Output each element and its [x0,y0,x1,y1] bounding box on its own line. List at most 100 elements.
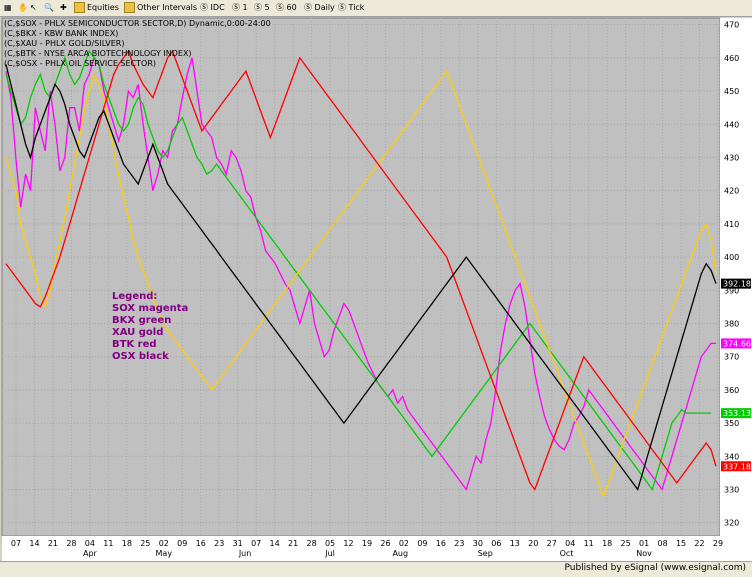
x-tick-label: 19 [362,539,372,548]
x-tick-label: 14 [29,539,39,548]
x-tick-label: 11 [103,539,113,548]
price-tag-box [721,278,751,289]
series-line [5,56,716,491]
month-label: Nov [636,549,652,558]
month-label: Jun [238,549,252,558]
x-tick-label: 26 [380,539,390,548]
chart-title-line: (C,$BTK - NYSE ARCA BIOTECHNOLOGY INDEX) [4,49,192,58]
toolbar-1-button[interactable]: Ⓢ 1 [232,3,248,12]
y-tick-label: 320 [724,519,739,528]
x-tick-label: 04 [85,539,95,548]
y-tick-label: 430 [724,153,739,162]
toolbar-daily-label: Daily [314,3,335,12]
toolbar-zoom-icon[interactable]: 🔍 [44,3,54,12]
x-tick-label: 04 [565,539,575,548]
chart-title-line: (C,$SOX - PHLX SEMICONDUCTOR SECTOR,D) D… [4,19,271,28]
y-tick-label: 410 [724,220,739,229]
x-tick-label: 09 [417,539,427,548]
x-tick-label: 16 [436,539,446,548]
x-tick-label: 05 [325,539,335,548]
toolbar-tick-button[interactable]: Ⓢ Tick [338,3,365,12]
month-label: Oct [560,549,574,558]
x-tick-label: 02 [399,539,409,548]
x-tick-label: 28 [66,539,76,548]
status-bar: Published by eSignal (www.esignal.com) [0,561,752,577]
series-line [5,64,717,491]
x-tick-label: 21 [288,539,298,548]
x-tick-label: 18 [602,539,612,548]
series-line [5,69,717,499]
chart-svg: 4704604504404304204104003903803703603503… [1,17,752,561]
y-axis-panel [720,18,752,536]
toolbar-5-button[interactable]: Ⓢ 5 [254,3,270,12]
x-tick-label: 20 [528,539,538,548]
toolbar-1-label: 1 [242,3,248,12]
x-tick-label: 25 [621,539,631,548]
x-tick-label: 29 [713,539,723,548]
chart-title-line: (C,$OSX - PHLX OIL SERVICE SECTOR) [4,59,156,68]
y-tick-label: 460 [724,54,739,63]
x-tick-label: 27 [547,539,557,548]
chart-title-line: (C,$BKX - KBW BANK INDEX) [4,29,118,38]
x-tick-label: 01 [639,539,649,548]
toolbar-crosshair-icon[interactable]: ✚ [60,3,67,12]
x-tick-label: 25 [140,539,150,548]
price-tag-label: 353.13 [723,409,751,418]
x-tick-label: 12 [343,539,353,548]
price-tag-box [721,338,751,349]
y-tick-label: 400 [724,253,739,262]
series-line [5,49,712,491]
month-label: Sep [478,549,493,558]
toolbar-60-button[interactable]: Ⓢ 60 [276,3,297,12]
x-tick-label: 31 [233,539,243,548]
series-line [5,49,717,491]
toolbar-equities-button[interactable]: Equities [74,1,119,14]
y-tick-label: 420 [724,187,739,196]
legend-entry: BKX green [112,315,171,326]
toolbar-other-intervals-button[interactable]: Other Intervals [124,1,197,14]
x-tick-label: 18 [122,539,132,548]
legend-entry: BTK red [112,339,157,350]
y-tick-label: 470 [724,21,739,30]
y-tick-label: 390 [724,286,739,295]
toolbar: ▦ ✋ ↖ 🔍 ✚ Equities Other Intervals Ⓢ IDC… [0,0,752,17]
toolbar-5-label: 5 [264,3,270,12]
month-label: Jul [324,549,335,558]
x-tick-label: 11 [584,539,594,548]
y-tick-label: 370 [724,353,739,362]
plot-area [1,17,721,537]
toolbar-daily-button[interactable]: Ⓢ Daily [304,3,335,12]
month-label: Apr [83,549,98,558]
toolbar-hand-icon[interactable]: ✋ [18,3,28,12]
toolbar-equities-label: Equities [87,3,119,12]
toolbar-idc-label: IDC [210,3,225,12]
x-tick-label: 07 [11,539,21,548]
toolbar-other-intervals-label: Other Intervals [137,3,198,12]
price-tag-label: 337.18 [723,462,751,471]
y-tick-label: 350 [724,419,739,428]
legend-entry: XAU gold [112,327,163,338]
folder-icon [124,2,135,13]
legend-entry: SOX magenta [112,303,188,314]
toolbar-grid-icon[interactable]: ▦ [4,3,12,12]
x-tick-label: 22 [694,539,704,548]
x-tick-label: 06 [491,539,501,548]
price-tag-label: 374.66 [723,339,751,348]
x-tick-label: 13 [510,539,520,548]
chart-container: 470 460 450 440 430 420 410 400 390 380 370 360 350 3… [0,16,752,564]
x-tick-label: 07 [251,539,261,548]
y-tick-label: 360 [724,386,739,395]
toolbar-cursor-icon[interactable]: ↖ [30,3,37,12]
folder-icon [74,2,85,13]
x-axis-panel [2,536,752,561]
x-tick-label: 02 [159,539,169,548]
toolbar-idc-button[interactable]: Ⓢ IDC [200,3,225,12]
y-tick-label: 340 [724,452,739,461]
y-tick-label: 450 [724,87,739,96]
month-label: Aug [392,549,408,558]
x-tick-label: 14 [270,539,280,548]
y-tick-label: 380 [724,319,739,328]
y-tick-label: 440 [724,120,739,129]
toolbar-tick-label: Tick [348,3,365,12]
x-tick-label: 30 [473,539,483,548]
